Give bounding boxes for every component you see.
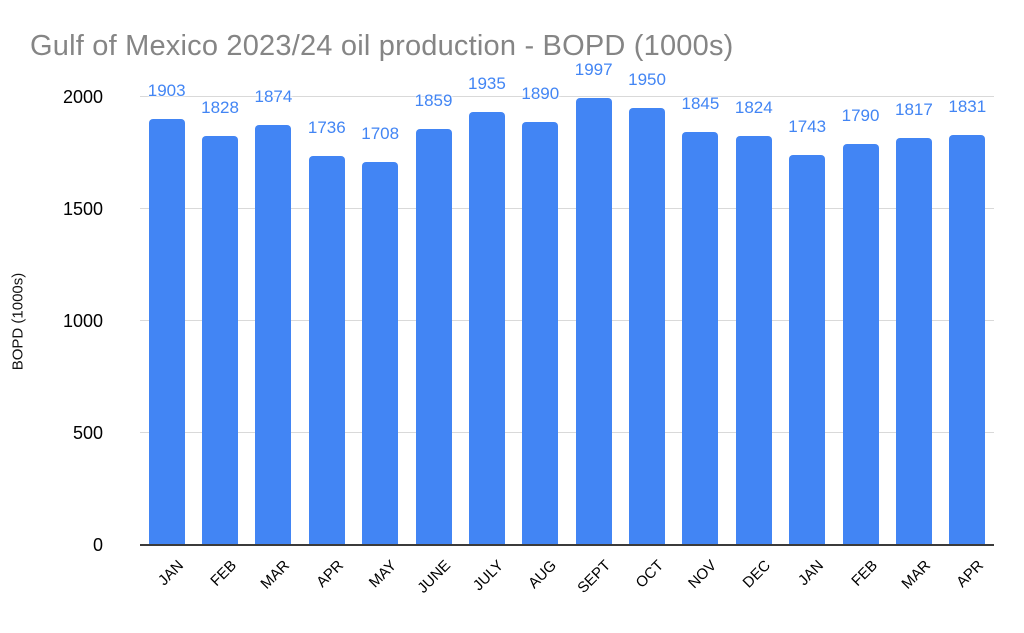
bar-mar-14[interactable] [895,138,932,545]
bar-feb-1[interactable] [202,135,239,545]
data-label: 1831 [948,96,987,116]
y-tick-label-1000: 1000 [62,311,103,331]
y-tick-label-0: 0 [92,535,103,555]
bar-cell: 1708 [354,97,407,545]
x-tick-label-4: MAY [365,557,401,592]
x-tick-label-3: APR [313,557,347,591]
bar-june-5[interactable] [415,128,452,545]
bar-cell: 1997 [567,60,620,545]
bar-july-6[interactable] [468,111,505,545]
bar-feb-13[interactable] [842,144,879,545]
bar-jan-0[interactable] [148,118,185,545]
gridline-500 [140,432,994,433]
x-tick-label-1: FEB [207,557,241,590]
bar-may-4[interactable] [362,162,399,545]
y-tick-label-2000: 2000 [62,87,103,107]
data-label: 1903 [147,80,186,100]
data-label: 1950 [628,70,666,90]
x-tick-label-15: APR [953,557,988,591]
gridline-1500 [140,208,994,209]
bar-cell: 1890 [514,84,567,545]
bar-dec-11[interactable] [735,136,772,545]
bar-jan-12[interactable] [789,154,826,545]
bar-oct-9[interactable] [629,108,666,545]
data-label: 1790 [841,106,880,126]
bar-cell: 1743 [781,97,834,545]
bar-aug-7[interactable] [522,121,559,545]
bar-cell: 1790 [834,97,887,545]
bar-cell: 1859 [407,91,460,545]
x-tick-label-0: JAN [154,557,187,590]
bar-apr-3[interactable] [308,156,345,545]
bar-cell: 1817 [887,97,940,545]
bar-cell: 1831 [941,97,994,545]
x-tick-label-14: MAR [898,557,934,593]
x-axis-labels: JAN FEB MAR APR MAY JUNE JULY AUG SEPT OCT NOV DEC J… [140,545,994,615]
x-tick-label-8: SEPT [573,557,614,597]
data-label: 1997 [574,59,613,79]
x-tick-label-6: JULY [469,557,507,595]
bar-sept-8[interactable] [575,97,612,545]
bar-nov-10[interactable] [682,131,719,545]
plot-area: 1903 1828 1874 1736 1708 1859 1935 1890 1997 1950… [63,60,994,597]
data-label: 1824 [734,98,773,118]
gridline-1000 [140,320,994,321]
x-axis-line [140,544,994,546]
x-tick-label-2: MAR [257,557,294,593]
bar-cell: 1935 [460,74,513,545]
data-label: 1708 [361,124,400,144]
bar-cell: 1903 [140,81,193,545]
y-tick-label-500: 500 [72,423,103,443]
x-tick-label-9: OCT [632,557,668,592]
bar-series: 1903 1828 1874 1736 1708 1859 1935 1890 1997 1950… [140,60,994,545]
y-tick-label-1500: 1500 [62,199,103,219]
bar-cell: 1824 [727,97,780,545]
data-label: 1743 [788,116,827,136]
bar-cell: 1874 [247,87,300,545]
data-label: 1845 [681,93,720,113]
data-label: 1736 [307,118,346,138]
gridline-2000 [140,96,994,97]
x-tick-label-11: DEC [739,557,774,592]
bar-apr-15[interactable] [949,134,986,545]
x-tick-label-12: JAN [795,557,828,590]
data-label: 1817 [895,100,933,119]
chart-title: Gulf of Mexico 2023/24 oil production - … [30,30,734,62]
data-label: 1859 [414,90,453,110]
bar-cell: 1828 [193,97,246,545]
data-label: 1828 [201,97,239,117]
data-label: 1890 [521,83,560,103]
x-tick-label-7: AUG [525,557,561,593]
x-tick-label-10: NOV [685,557,721,593]
bar-mar-2[interactable] [255,125,292,545]
bar-cell: 1845 [674,93,727,545]
data-label: 1874 [254,87,293,107]
x-tick-label-5: JUNE [413,557,454,597]
bar-cell: 1950 [620,70,673,545]
x-tick-label-13: FEB [847,557,881,590]
bar-cell: 1736 [300,97,353,545]
data-label: 1935 [468,73,506,93]
